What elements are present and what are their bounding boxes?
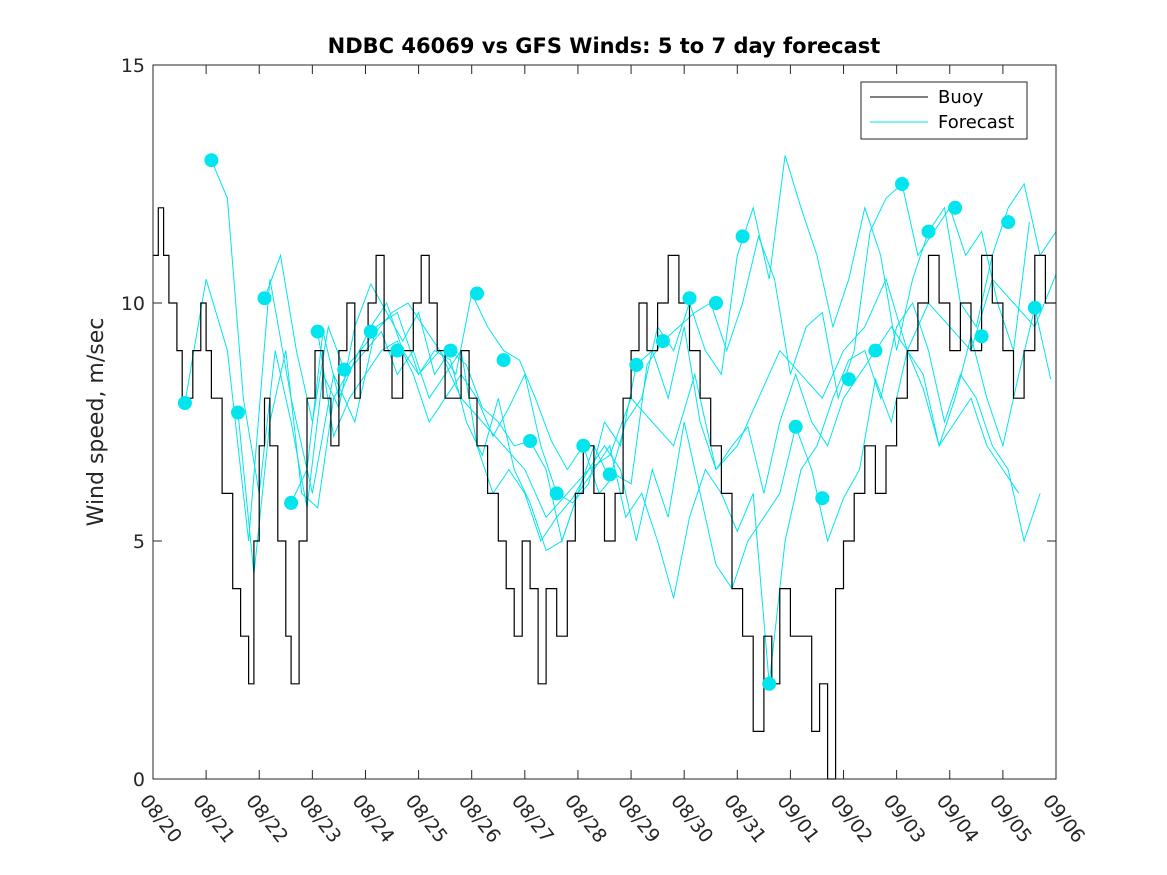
forecast-line [184,274,1057,542]
axes-box [152,64,1057,780]
forecast-marker [974,329,989,344]
forecast-marker [523,434,538,448]
forecast-marker [1001,215,1016,230]
legend-box [860,81,1028,140]
y-axis-label: Wind speed, m/sec [84,318,109,527]
forecast-marker [788,419,803,434]
forecast-marker [470,286,484,301]
forecast-marker [337,362,352,377]
forecast-marker [868,343,883,358]
buoy-line [153,207,1056,780]
forecast-marker [204,153,219,168]
forecast-marker [948,200,963,215]
forecast-marker [443,343,458,358]
forecast-marker [390,343,405,358]
forecast-marker [735,229,750,244]
forecast-markers [177,153,1042,691]
forecast-line [210,155,1057,543]
y-tick-label: 10 [121,293,145,315]
forecast-marker [709,296,723,310]
y-tick-label: 5 [133,531,145,553]
forecast-line [317,325,1020,504]
legend-buoy-label: Buoy [938,87,984,108]
forecast-marker [549,486,564,501]
chart-title: NDBC 46069 vs GFS Winds: 5 to 7 day fore… [328,34,881,58]
forecast-marker [602,467,617,482]
forecast-marker [576,438,591,453]
legend-forecast-label: Forecast [938,112,1014,133]
forecast-marker [310,324,325,339]
forecast-marker [177,396,192,410]
buoy-line-group [153,207,1056,780]
forecast-marker [363,324,378,339]
forecast-marker [284,495,299,510]
y-tick-label: 15 [121,55,145,77]
forecast-marker [921,224,936,239]
forecast-marker [762,676,777,691]
forecast-marker [1027,300,1042,315]
legend: Buoy Forecast [860,81,1028,140]
y-tick-label: 0 [133,769,145,791]
forecast-line [237,307,1052,590]
forecast-marker [682,291,697,306]
forecast-marker [895,177,909,191]
plot-area [152,64,1057,780]
forecast-marker [231,405,245,420]
forecast-marker [655,334,670,349]
forecast-line [290,301,1041,684]
y-axis: 0 5 10 15 [121,55,1056,791]
forecast-marker [841,372,856,387]
forecast-marker [496,353,511,368]
forecast-marker [257,291,272,306]
forecast-marker [629,357,644,372]
forecast-marker [815,491,830,506]
